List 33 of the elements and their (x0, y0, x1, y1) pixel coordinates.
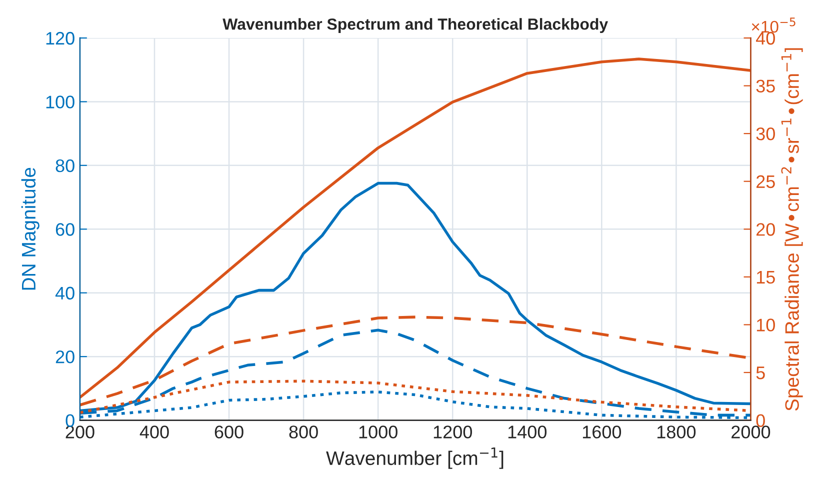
y-tick-label: 120 (46, 32, 74, 45)
line-series (80, 58, 751, 399)
y2-tick-label: 30 (756, 127, 775, 140)
x-tick-label: 600 (214, 426, 244, 438)
y2-tick-label: 0 (756, 414, 765, 427)
y-tick-label: 80 (56, 159, 74, 172)
y2-tick-label: 40 (756, 32, 775, 45)
x-tick-label: 400 (140, 426, 169, 438)
y2-tick-label: 35 (756, 80, 775, 92)
text: ×10$^{−5}$ (752, 18, 796, 33)
y-axis-title: DN Magnitude (21, 168, 40, 290)
x-tick-label: 200 (66, 426, 94, 438)
y2-tick-label: 10 (756, 318, 775, 332)
x-tick-label: 1200 (434, 426, 472, 438)
x-tick-label: 2000 (732, 426, 770, 438)
y2-tick-label: 15 (756, 271, 775, 284)
chart-title: Wavenumber Spectrum and Theoretical Blackbody (222, 18, 608, 33)
x-tick-label: 1000 (359, 426, 398, 438)
x-tick-label: 1600 (582, 426, 622, 438)
y-tick-label: 0 (66, 414, 74, 427)
x-tick-label: 1800 (657, 426, 696, 438)
y2-axis-title: Spectral Radiance [W•cm$^{−2}$•sr$^{−1}$•(cm$^{−1}$] (781, 48, 803, 411)
x-tick-label: 800 (289, 426, 318, 438)
x-axis-title: Wavenumber [cm$^{−1}$] (326, 448, 504, 469)
y2-tick-label: 5 (756, 366, 765, 380)
line-series (80, 182, 751, 412)
y-tick-label: 100 (46, 96, 74, 108)
x-tick-label: 1400 (508, 426, 547, 438)
y-tick-label: 20 (56, 350, 74, 364)
y-tick-label: 40 (55, 286, 74, 300)
y-tick-label: 60 (56, 223, 74, 236)
y2-tick-label: 25 (756, 175, 775, 188)
y2-tick-label: 20 (756, 223, 775, 236)
